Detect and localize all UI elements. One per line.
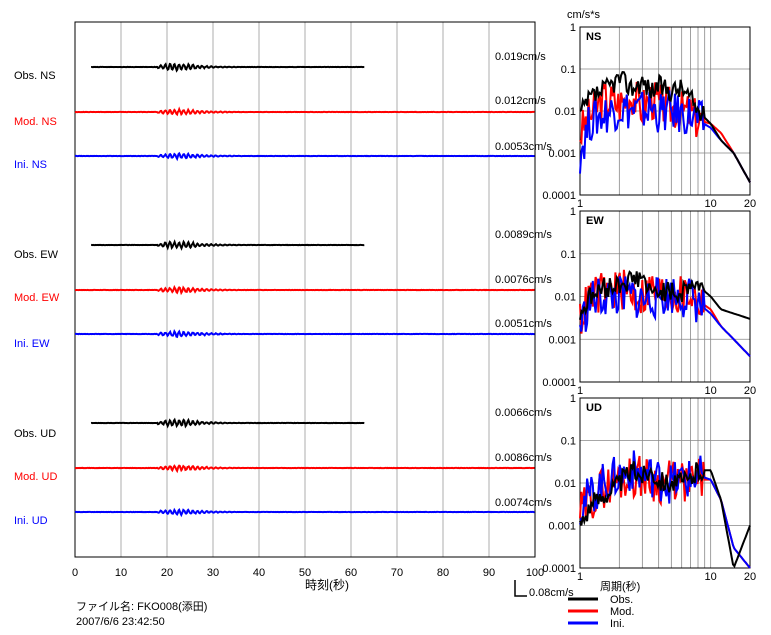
spectrum-y-tick: 1 <box>570 22 576 34</box>
trace-label: Mod. NS <box>14 116 57 128</box>
spectrum-y-tick: 0.01 <box>555 292 576 304</box>
spectrum-series <box>579 450 751 569</box>
waveform-trace <box>91 239 365 251</box>
spectrum-y-tick: 1 <box>570 393 576 405</box>
spectrum-y-tick: 0.01 <box>555 478 576 490</box>
amplitude-label: 0.012cm/s <box>495 95 546 107</box>
waveform-trace <box>74 464 535 474</box>
trace-label: Obs. UD <box>14 428 56 440</box>
spectrum-series <box>579 270 751 320</box>
trace-label: Ini. EW <box>14 338 50 350</box>
waveform-trace <box>74 284 535 296</box>
spectrum-x-tick: 10 <box>705 198 717 210</box>
spectrum-x-tick: 1 <box>577 385 583 397</box>
spectrum-y-tick: 0.1 <box>561 64 576 76</box>
waveform-trace <box>74 328 535 339</box>
time-tick-label: 40 <box>253 567 265 579</box>
spectra-unit-label: cm/s*s <box>567 9 601 21</box>
time-tick-label: 50 <box>299 567 311 579</box>
spectrum-y-tick: 0.1 <box>561 436 576 448</box>
time-axis: 0 10 20 30 40 50 60 70 80 90 100 <box>72 567 544 579</box>
spectrum-y-tick: 0.01 <box>555 106 576 118</box>
spectrum-x-tick: 10 <box>705 385 717 397</box>
spectrum-x-tick: 1 <box>577 198 583 210</box>
time-tick-label: 10 <box>115 567 127 579</box>
legend-label: Obs. <box>610 594 633 606</box>
spectrum-series <box>579 275 751 357</box>
spectrum-title: EW <box>586 215 604 227</box>
spectrum-y-tick: 0.001 <box>548 334 576 346</box>
spectrum-y-tick: 0.001 <box>548 148 576 160</box>
file-name-label: ファイル名: FKO008(添田) <box>76 599 207 613</box>
trace-label: Mod. UD <box>14 471 57 483</box>
spectrum-y-tick: 0.0001 <box>542 377 576 389</box>
waveform-trace <box>90 417 365 429</box>
amplitude-label: 0.0066cm/s <box>495 407 552 419</box>
spectrum-x-tick: 20 <box>744 385 756 397</box>
spectrum-title: NS <box>586 31 601 43</box>
spectrum-title: UD <box>586 402 602 414</box>
waveform-trace <box>74 106 535 117</box>
spectrum-x-tick: 10 <box>705 571 717 583</box>
spectrum-x-tick: 1 <box>577 571 583 583</box>
trace-label: Ini. UD <box>14 515 48 527</box>
trace-label: Obs. EW <box>14 249 59 261</box>
datetime-label: 2007/6/6 23:42:50 <box>76 616 165 628</box>
spectrum-y-tick: 0.001 <box>548 521 576 533</box>
trace-label: Mod. EW <box>14 292 60 304</box>
amplitude-labels: 0.019cm/s 0.012cm/s 0.0053cm/s 0.0089cm/s 0.… <box>495 51 552 509</box>
spectrum-frame <box>579 210 751 383</box>
legend: Obs.Mod.Ini. <box>568 594 634 630</box>
time-tick-label: 60 <box>345 567 357 579</box>
period-axis-label: 周期(秒) <box>600 579 640 593</box>
waveform-trace <box>74 151 535 162</box>
spectrum-x-tick: 20 <box>744 198 756 210</box>
time-tick-label: 100 <box>526 567 544 579</box>
amplitude-label: 0.0086cm/s <box>495 452 552 464</box>
spectrum-y-tick: 0.0001 <box>542 563 576 575</box>
amplitude-label: 0.0074cm/s <box>495 497 552 509</box>
time-tick-label: 80 <box>437 567 449 579</box>
trace-label: Ini. NS <box>14 159 47 171</box>
time-tick-label: 70 <box>391 567 403 579</box>
spectrum-y-tick: 1 <box>570 206 576 218</box>
spectrum-y-tick: 0.0001 <box>542 190 576 202</box>
waveform-trace <box>74 507 535 518</box>
time-tick-label: 30 <box>207 567 219 579</box>
time-tick-label: 90 <box>483 567 495 579</box>
spectrum-series <box>579 461 751 569</box>
time-axis-label: 時刻(秒) <box>305 578 349 592</box>
amplitude-label: 0.0051cm/s <box>495 318 552 330</box>
legend-label: Ini. <box>610 618 625 630</box>
spectrum-x-tick: 20 <box>744 571 756 583</box>
spectrum-series <box>579 81 751 183</box>
amplitude-label: 0.0053cm/s <box>495 141 552 153</box>
scale-bar-label: 0.08cm/s <box>529 587 574 599</box>
spectrum-y-tick: 0.1 <box>561 249 576 261</box>
amplitude-label: 0.019cm/s <box>495 51 546 63</box>
waveform-frame <box>74 21 536 558</box>
time-tick-label: 0 <box>72 567 78 579</box>
spectrum-frame <box>579 397 751 569</box>
waveform-trace <box>91 62 365 73</box>
amplitude-scale-bar <box>514 580 527 597</box>
amplitude-label: 0.0089cm/s <box>495 229 552 241</box>
amplitude-label: 0.0076cm/s <box>495 274 552 286</box>
time-tick-label: 20 <box>161 567 173 579</box>
legend-label: Mod. <box>610 606 634 618</box>
trace-labels: Obs. NS Mod. NS Ini. NS Obs. EW Mod. EW Ini. … <box>14 70 60 527</box>
spectrum-series <box>579 71 751 183</box>
waveform-traces <box>74 62 535 518</box>
trace-label: Obs. NS <box>14 70 56 82</box>
